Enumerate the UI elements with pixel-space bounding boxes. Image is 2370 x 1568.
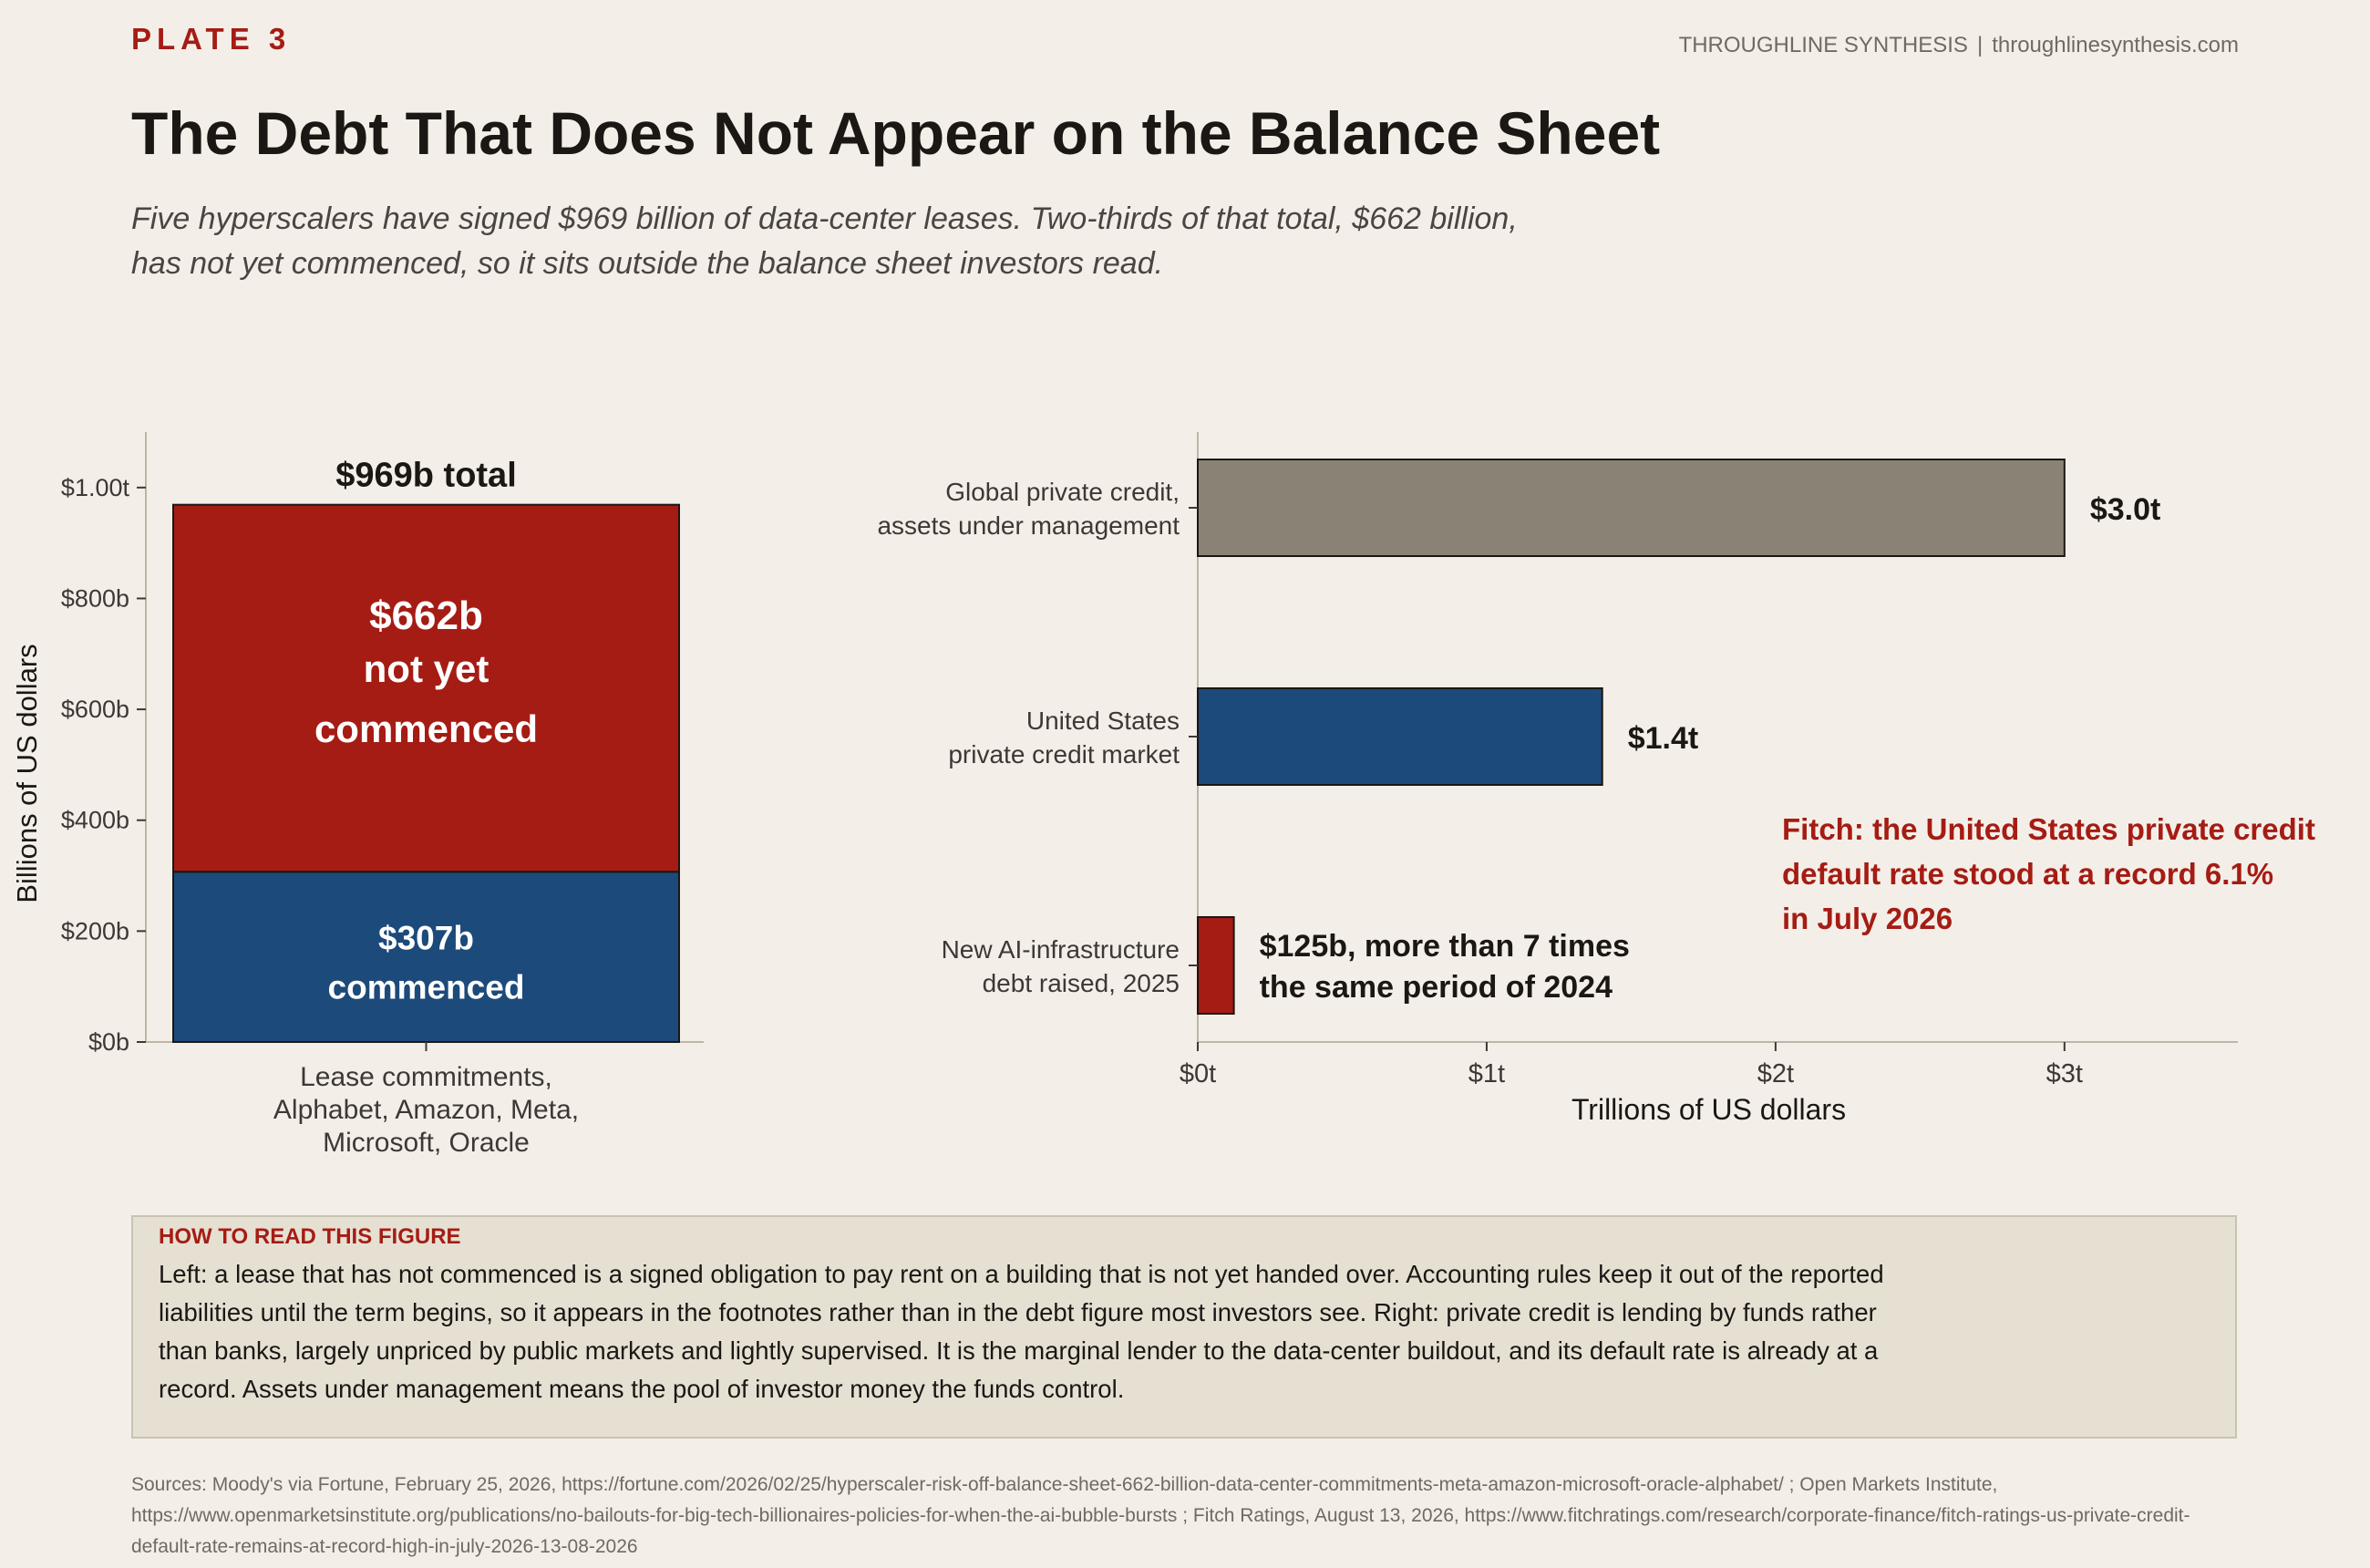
- lease-commitments-chart: $0b $200b $400b $600b $800b $1.00t Billions of…: [11, 432, 704, 1158]
- x-tick-label: $0t: [1180, 1059, 1216, 1088]
- page-title: The Debt That Does Not Appear on the Bal…: [131, 99, 1661, 167]
- brand-name: THROUGHLINE SYNTHESIS: [1678, 33, 1968, 57]
- bar-0: [1197, 459, 2066, 557]
- y-category-label: assets under management: [877, 511, 1180, 540]
- y-category-label: New AI-infrastructure: [942, 935, 1180, 964]
- how-to-read-body: Left: a lease that has not commenced is …: [159, 1260, 1884, 1403]
- y-category-label: debt raised, 2025: [983, 969, 1180, 997]
- x-tick-label: $3t: [2046, 1059, 2083, 1088]
- how-to-read-box: HOW TO READ THIS FIGURE Left: a lease th…: [131, 1215, 2237, 1439]
- fitch-annotation: in July 2026: [1782, 902, 1953, 935]
- y-tick-label: $600b: [61, 696, 129, 723]
- plate-label: PLATE 3: [131, 22, 292, 56]
- bar-value-label: $1.4t: [1628, 721, 1699, 756]
- x-tick-label: $2t: [1757, 1059, 1794, 1088]
- y-tick-label: $800b: [61, 584, 129, 612]
- y-category-label: private credit market: [948, 740, 1180, 769]
- fitch-annotation: default rate stood at a record 6.1%: [1782, 857, 2273, 891]
- x-tick-label: $1t: [1468, 1059, 1505, 1088]
- bar-value-label: $125b, more than 7 times: [1260, 929, 1630, 964]
- bar-label-not-yet-commenced: not yet: [364, 647, 489, 690]
- y-tick-label: $400b: [61, 807, 129, 834]
- how-to-read-title: HOW TO READ THIS FIGURE: [159, 1224, 461, 1249]
- bar-total-label: $969b total: [335, 457, 517, 495]
- x-axis-label: Trillions of US dollars: [1571, 1093, 1846, 1126]
- x-category-label: Microsoft, Oracle: [323, 1128, 530, 1158]
- bar-1: [1197, 687, 1603, 786]
- bar-label-not-yet-commenced: commenced: [314, 707, 538, 750]
- y-tick-label: $200b: [61, 917, 129, 944]
- bar-label-commenced: commenced: [328, 969, 525, 1006]
- bar-value-label: $3.0t: [2090, 492, 2161, 527]
- y-category-label: United States: [1026, 707, 1180, 735]
- private-credit-chart: $0t $1t $2t $3t Trillions of US dollars Globa…: [877, 432, 2315, 1126]
- subtitle-line-2: has not yet commenced, so it sits outsid…: [131, 246, 1164, 281]
- bar-2: [1197, 916, 1235, 1015]
- sources-note: Sources: Moody's via Fortune, February 2…: [131, 1474, 2190, 1557]
- brand: THROUGHLINE SYNTHESIS | throughlinesynthes…: [1679, 33, 2239, 58]
- bar-value-label: the same period of 2024: [1260, 970, 1613, 1005]
- x-category-label: Lease commitments,: [300, 1062, 552, 1092]
- brand-url[interactable]: throughlinesynthesis.com: [1992, 33, 2239, 57]
- bar-label-not-yet-commenced: $662b: [369, 593, 483, 638]
- y-tick-label: $1.00t: [61, 474, 130, 501]
- fitch-annotation: Fitch: the United States private credit: [1782, 812, 2315, 846]
- charts-canvas: $0b $200b $400b $600b $800b $1.00t Billions of…: [11, 432, 2315, 1158]
- x-category-label: Alphabet, Amazon, Meta,: [273, 1095, 579, 1125]
- subtitle: Five hyperscalers have signed $969 billi…: [131, 197, 1681, 286]
- y-category-label: Global private credit,: [945, 478, 1180, 506]
- y-tick-label: $0b: [88, 1028, 129, 1056]
- bar-not-yet-commenced: [172, 503, 680, 873]
- bar-label-commenced: $307b: [378, 920, 474, 957]
- brand-separator: |: [1976, 33, 1984, 57]
- subtitle-line-1: Five hyperscalers have signed $969 billi…: [131, 201, 1518, 236]
- y-axis-label: Billions of US dollars: [11, 644, 43, 903]
